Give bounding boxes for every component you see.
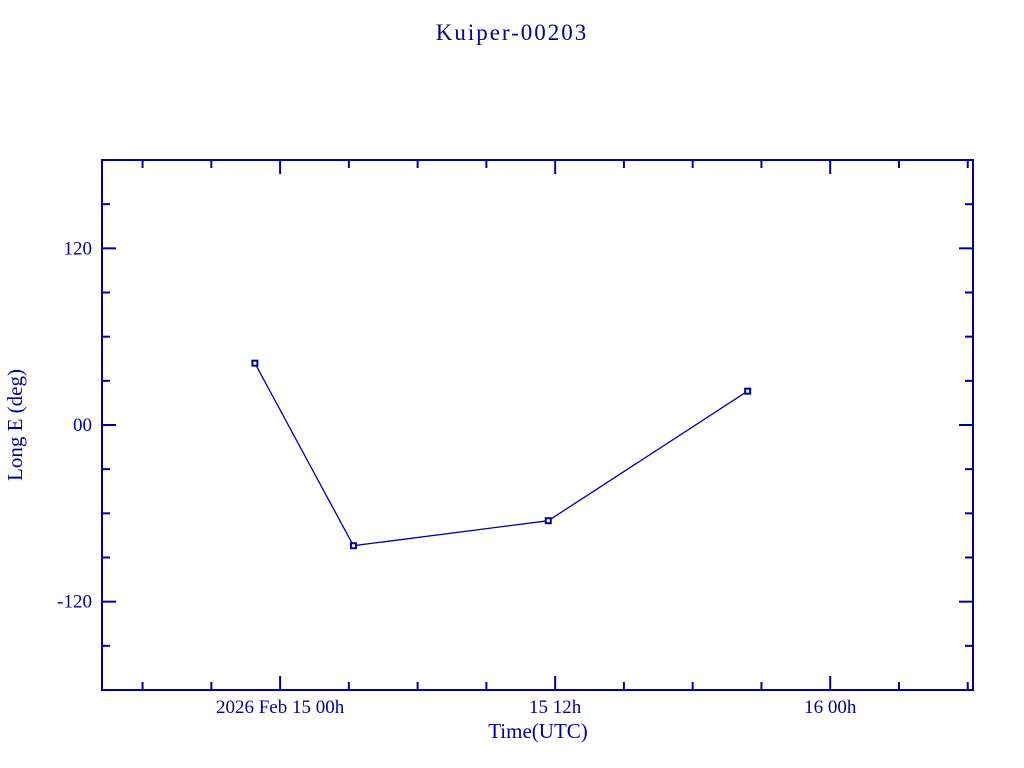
y-tick-label: 120	[64, 238, 93, 259]
chart-title: Kuiper-00203	[436, 20, 589, 45]
x-tick-label: 15 12h	[529, 697, 582, 718]
plot-area: 2026 Feb 15 00h 15 12h 16 00h 120 00 -120	[57, 159, 974, 718]
y-axis-label: Long E (deg)	[3, 369, 27, 481]
x-tick-label: 2026 Feb 15 00h	[216, 697, 345, 718]
x-tick-label: 16 00h	[804, 697, 857, 718]
plot-box	[101, 159, 974, 691]
y-tick-label: -120	[57, 592, 92, 613]
data-series-line	[254, 362, 749, 547]
data-point-marker	[544, 517, 552, 525]
y-tick-label: 00	[73, 415, 92, 436]
x-axis-label: Time(UTC)	[488, 719, 588, 743]
data-point-marker	[349, 542, 357, 550]
data-point-marker	[744, 387, 752, 395]
data-point-marker	[251, 359, 259, 367]
